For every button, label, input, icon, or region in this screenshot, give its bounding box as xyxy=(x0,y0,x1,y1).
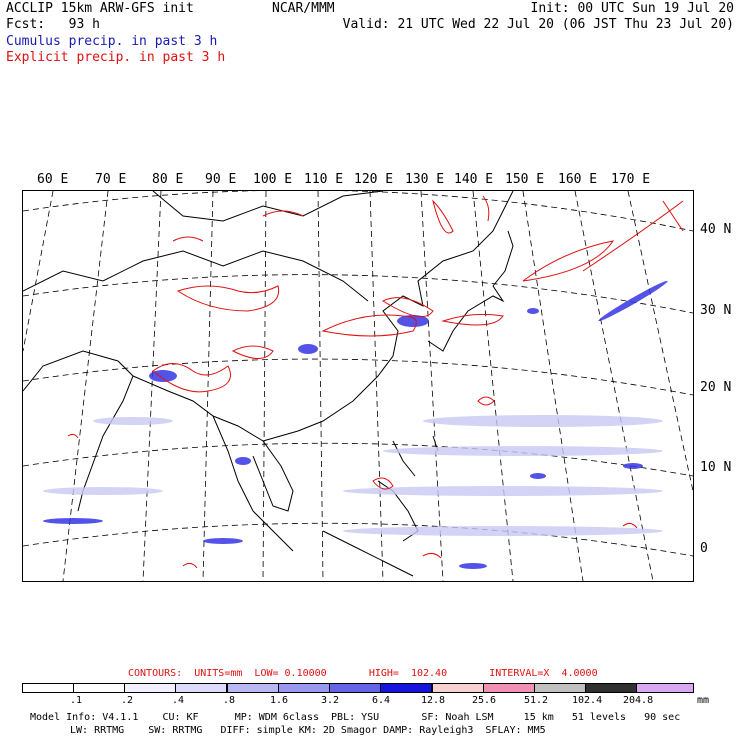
colorbar-swatch xyxy=(175,683,227,693)
legend-explicit: Explicit precip. in past 3 h xyxy=(6,50,226,65)
lon-label: 100 E xyxy=(253,172,293,187)
colorbar-tick: 102.4 xyxy=(572,695,603,706)
colorbar-swatch xyxy=(483,683,535,693)
cumulus-precip xyxy=(43,280,668,569)
colorbar-swatch xyxy=(227,683,279,693)
colorbar-swatch xyxy=(124,683,176,693)
lat-label: 30 N xyxy=(700,303,732,318)
colorbar-units: mm xyxy=(697,695,710,706)
lon-label: 60 E xyxy=(37,172,69,187)
lon-label: 150 E xyxy=(505,172,545,187)
legend-cumulus: Cumulus precip. in past 3 h xyxy=(6,34,218,49)
colorbar-swatch xyxy=(278,683,330,693)
colorbar-swatch xyxy=(22,683,74,693)
lat-label: 10 N xyxy=(700,460,732,475)
colorbar-swatch xyxy=(329,683,381,693)
colorbar-tick: 51.2 xyxy=(524,695,549,706)
lon-label: 70 E xyxy=(95,172,127,187)
colorbar-tick: .2 xyxy=(121,695,134,706)
colorbar-tick: .4 xyxy=(172,695,185,706)
colorbar-swatch xyxy=(73,683,125,693)
lon-label: 170 E xyxy=(611,172,651,187)
colorbar-tick: 204.8 xyxy=(623,695,654,706)
lon-label: 90 E xyxy=(205,172,237,187)
map-canvas xyxy=(22,189,694,582)
lat-label: 40 N xyxy=(700,222,732,237)
colorbar xyxy=(22,683,694,693)
init-time: Init: 00 UTC Sun 19 Jul 20 xyxy=(530,1,735,16)
colorbar-tick: .1 xyxy=(70,695,83,706)
center-label: NCAR/MMM xyxy=(272,1,335,16)
colorbar-tick: 25.6 xyxy=(472,695,497,706)
colorbar-tick: .8 xyxy=(223,695,236,706)
lon-label: 120 E xyxy=(354,172,394,187)
colorbar-swatch xyxy=(380,683,432,693)
lat-label: 0 xyxy=(700,541,708,556)
contour-info: CONTOURS: UNITS=mm LOW= 0.10000 HIGH= 10… xyxy=(128,668,598,679)
precip-map xyxy=(22,189,694,582)
forecast-hour: Fcst: 93 h xyxy=(6,17,100,32)
colorbar-swatch xyxy=(636,683,694,693)
valid-time: Valid: 21 UTC Wed 22 Jul 20 (06 JST Thu … xyxy=(342,17,734,32)
cumulus-precip-light xyxy=(43,415,663,536)
colorbar-tick: 1.6 xyxy=(270,695,289,706)
lon-label: 130 E xyxy=(405,172,445,187)
colorbar-tick: 12.8 xyxy=(421,695,446,706)
forecast-title: ACCLIP 15km ARW-GFS init xyxy=(6,1,194,16)
lon-label: 80 E xyxy=(152,172,184,187)
graticule xyxy=(22,189,694,582)
lon-label: 140 E xyxy=(454,172,494,187)
explicit-precip xyxy=(67,195,684,569)
colorbar-swatch xyxy=(585,683,637,693)
colorbar-swatch xyxy=(432,683,484,693)
colorbar-tick: 6.4 xyxy=(372,695,391,706)
lon-label: 110 E xyxy=(304,172,344,187)
colorbar-swatch xyxy=(534,683,586,693)
coastlines xyxy=(22,190,514,577)
colorbar-tick: 3.2 xyxy=(321,695,340,706)
model-info-line1: Model Info: V4.1.1 CU: KF MP: WDM 6class… xyxy=(30,712,681,723)
model-info-line2: LW: RRTMG SW: RRTMG DIFF: simple KM: 2D … xyxy=(70,725,546,736)
lat-label: 20 N xyxy=(700,380,732,395)
lon-label: 160 E xyxy=(558,172,598,187)
